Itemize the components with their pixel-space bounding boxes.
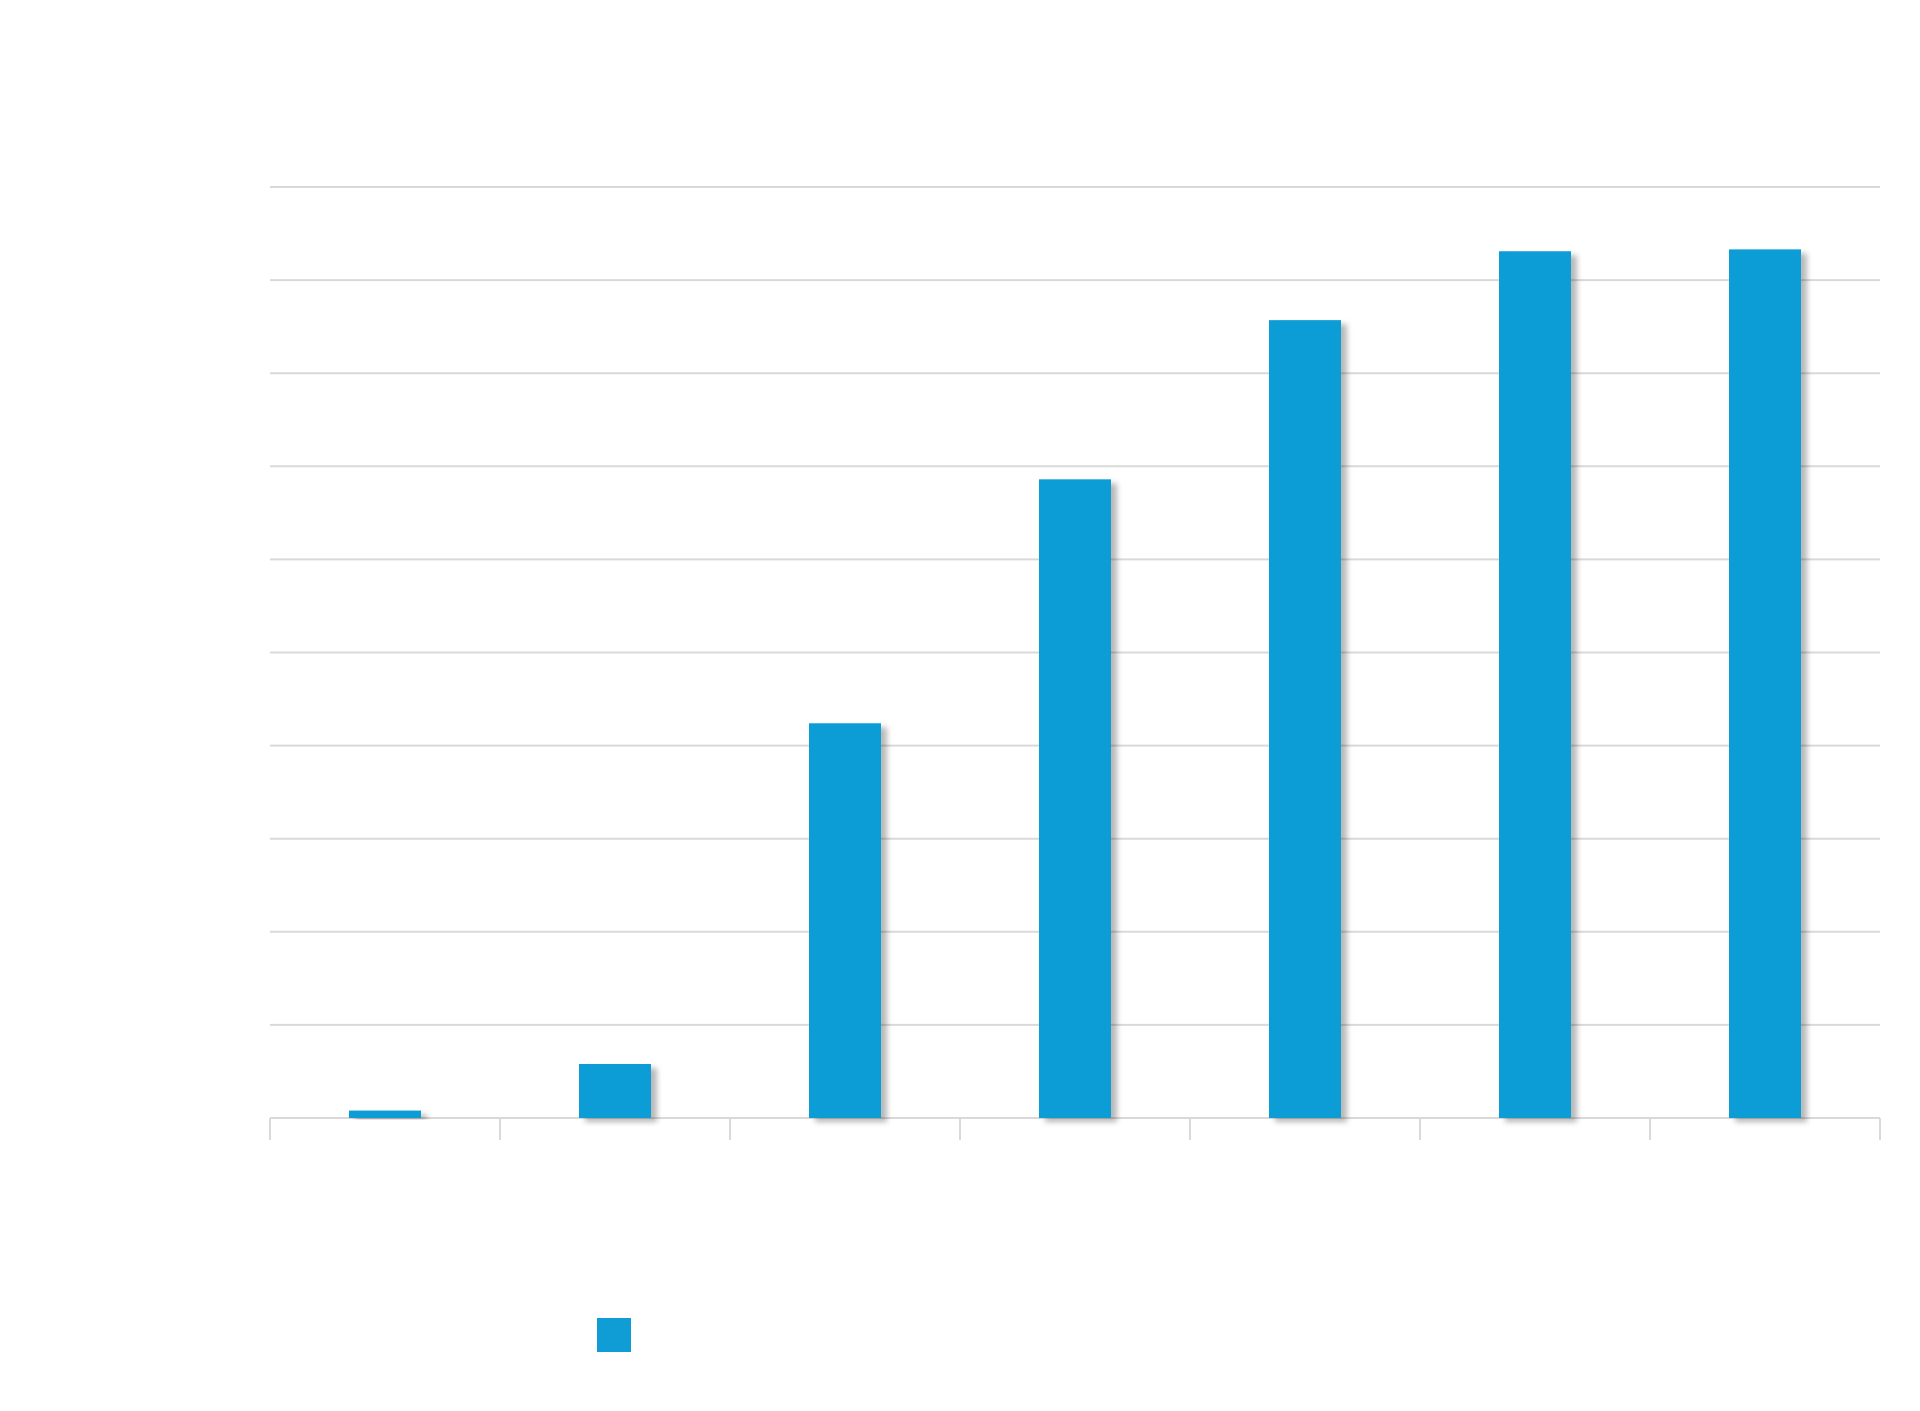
bar [1499,251,1571,1118]
legend [597,1318,631,1352]
bar-series [349,249,1801,1119]
x-axis [269,1117,1881,1140]
bar [809,723,881,1118]
bar [1729,249,1801,1118]
bar [1039,479,1111,1119]
legend-swatch [597,1318,631,1352]
bar [579,1064,651,1118]
bar [349,1110,421,1118]
bar [1269,320,1341,1118]
